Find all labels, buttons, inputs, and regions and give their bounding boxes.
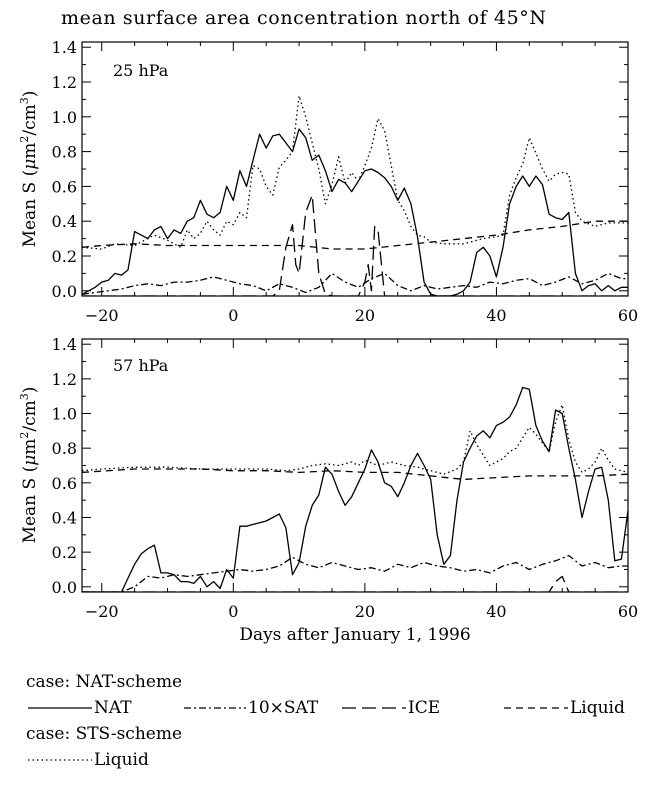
series-dotted-line <box>82 95 628 250</box>
y-axis-label: Mean S (μm2/cm3) <box>18 91 40 248</box>
legend-sts-case-header: case: STS-scheme <box>26 724 646 750</box>
series-longdash-line <box>82 194 628 296</box>
panel-frame <box>81 338 629 593</box>
legend-item-nat: NAT <box>28 698 132 718</box>
panel-57hpa: 0.0 0.2 0.4 0.6 0.8 1.0 1.2 1.4 −20 0 20 40 60 57 h… <box>18 335 638 645</box>
legend-swatch-dashed <box>504 707 568 709</box>
legend-sts-case-items: Liquid <box>26 750 646 776</box>
x-tick-label: 40 <box>486 306 506 325</box>
y-tick-label: 1.2 <box>52 370 77 389</box>
panel-label: 57 hPa <box>113 356 169 375</box>
legend-item-liquid-nat: Liquid <box>504 698 625 718</box>
y-tick-label: 0.4 <box>52 508 77 527</box>
y-axis-label: Mean S (μm2/cm3) <box>18 387 40 544</box>
y-tick-label: 1.0 <box>52 108 77 127</box>
series-longdash-line <box>82 575 628 592</box>
legend-nat-case-header: case: NAT-scheme <box>26 672 646 698</box>
y-axis: 0.0 0.2 0.4 0.6 0.8 1.0 1.2 1.4 <box>52 38 628 301</box>
legend-swatch-longdash <box>342 707 406 709</box>
x-axis-label: Days after January 1, 1996 <box>239 625 470 645</box>
x-tick-label: 0 <box>228 602 238 621</box>
x-tick-label: 60 <box>618 602 638 621</box>
panel-label: 25 hPa <box>113 61 169 80</box>
x-tick-label: 40 <box>486 602 506 621</box>
x-tick-label: −20 <box>85 306 119 325</box>
y-tick-label: 0.8 <box>52 439 77 458</box>
series-solid-line <box>82 128 628 296</box>
y-tick-label: 0.0 <box>52 282 77 301</box>
series-dashed-line <box>82 220 628 250</box>
legend-item-label: Liquid <box>94 750 149 770</box>
x-axis: −20 0 20 40 60 <box>85 42 638 325</box>
y-tick-label: 1.4 <box>52 38 77 57</box>
series-dashdot-line <box>82 554 628 592</box>
y-axis: 0.0 0.2 0.4 0.6 0.8 1.0 1.2 1.4 <box>52 335 628 597</box>
legend-item-label: ICE <box>408 698 441 718</box>
legend-swatch-dotted <box>28 759 92 761</box>
legend-item-label: Liquid <box>570 698 625 718</box>
x-tick-label: 20 <box>355 306 375 325</box>
legend-swatch-dashdot <box>184 707 246 709</box>
legend-nat-case-items: NAT 10×SAT ICE Liquid <box>26 698 646 724</box>
x-tick-label: 20 <box>355 602 375 621</box>
y-tick-label: 0.2 <box>52 247 77 266</box>
legend-item-ice: ICE <box>342 698 440 718</box>
y-tick-label: 0.0 <box>52 578 77 597</box>
figure: mean surface area concentration north of… <box>18 7 638 645</box>
legend-case-label: case: NAT-scheme <box>26 672 183 692</box>
plot-area <box>82 95 628 296</box>
series-dashdot-line <box>82 272 628 295</box>
legend-item-sat: 10×SAT <box>184 698 318 718</box>
x-tick-label: −20 <box>85 602 119 621</box>
legend-case-label: case: STS-scheme <box>26 724 183 744</box>
figure-title: mean surface area concentration north of… <box>61 7 547 29</box>
series-solid-line <box>82 386 628 592</box>
x-tick-label: 60 <box>618 306 638 325</box>
y-tick-label: 0.6 <box>52 474 77 493</box>
plot-area <box>82 386 628 592</box>
y-tick-label: 0.8 <box>52 143 77 162</box>
legend-item-label: 10×SAT <box>248 698 319 718</box>
y-tick-label: 1.0 <box>52 405 77 424</box>
legend-item-liquid-sts: Liquid <box>28 750 149 770</box>
series-dashed-line <box>82 468 628 481</box>
panel-25hpa: 0.0 0.2 0.4 0.6 0.8 1.0 1.2 1.4 −20 0 20 40 60 25 h… <box>18 38 638 325</box>
legend-swatch-solid <box>28 707 92 709</box>
legend-item-label: NAT <box>94 698 132 718</box>
panel-frame <box>81 41 629 297</box>
y-tick-label: 0.4 <box>52 212 77 231</box>
x-tick-label: 0 <box>228 306 238 325</box>
legend: case: NAT-scheme NAT 10×SAT ICE Liquid c… <box>26 672 646 776</box>
series-dotted-line <box>82 404 628 475</box>
y-tick-label: 0.6 <box>52 177 77 196</box>
x-axis: −20 0 20 40 60 <box>85 339 638 621</box>
y-tick-label: 0.2 <box>52 543 77 562</box>
y-tick-label: 1.4 <box>52 335 77 354</box>
y-tick-label: 1.2 <box>52 73 77 92</box>
